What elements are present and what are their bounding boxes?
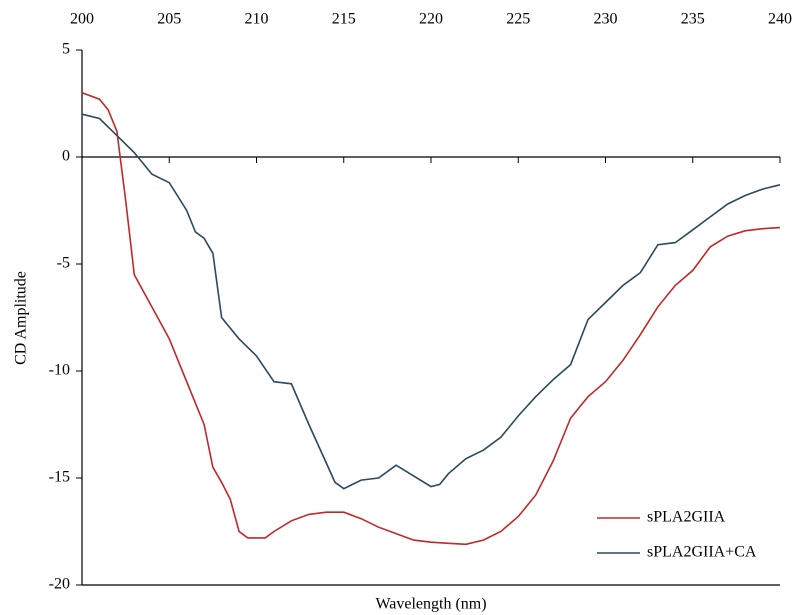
x-tick-label: 205 [157,11,181,28]
x-tick-label: 215 [332,11,356,28]
x-tick-label: 240 [768,11,792,28]
x-tick-label: 235 [681,11,705,28]
x-tick-label: 230 [594,11,618,28]
x-tick-label: 225 [506,11,530,28]
y-tick-label: -10 [49,362,70,379]
y-axis-label: CD Amplitude [13,271,30,365]
y-tick-label: 0 [62,148,70,165]
legend-label: sPLA2GIIA+CA [647,544,757,561]
legend-label: sPLA2GIIA [647,509,726,526]
x-tick-label: 220 [419,11,443,28]
x-tick-label: 210 [245,11,269,28]
y-tick-label: -15 [49,469,70,486]
x-tick-label: 200 [70,11,94,28]
y-tick-label: -5 [57,255,70,272]
y-tick-label: 5 [62,41,70,58]
y-tick-label: -20 [49,576,70,593]
line [81,92,781,546]
x-axis-label: Wavelength (nm) [375,596,486,613]
line [81,113,781,490]
